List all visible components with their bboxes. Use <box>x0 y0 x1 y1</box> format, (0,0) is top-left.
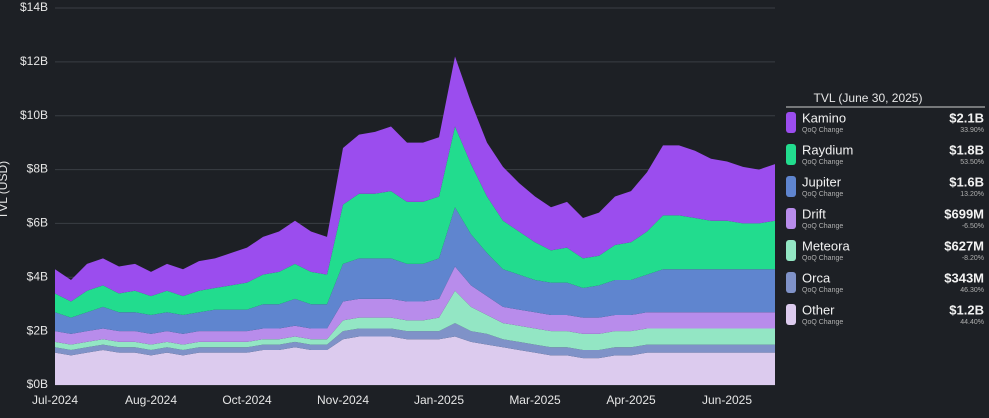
legend-name: Jupiter <box>802 174 842 189</box>
x-tick-label: Jul-2024 <box>32 393 78 407</box>
legend-caption: QoQ Change <box>802 255 843 262</box>
legend-name: Kamino <box>802 110 846 125</box>
legend-qoq: -8.20% <box>962 255 984 262</box>
legend-qoq: 13.20% <box>960 191 984 198</box>
x-tick-label: Jun-2025 <box>702 393 752 407</box>
legend-caption: QoQ Change <box>802 319 843 326</box>
area <box>55 126 775 318</box>
y-tick-label: $4B <box>27 269 48 283</box>
legend-qoq: 46.30% <box>960 287 984 294</box>
legend-total: $1.6B <box>949 174 984 189</box>
legend-swatch <box>786 176 796 197</box>
area <box>55 266 775 345</box>
x-tick-label: Apr-2025 <box>606 393 656 407</box>
legend-swatch <box>786 208 796 229</box>
y-tick-label: $14B <box>20 0 48 14</box>
legend-qoq: 33.90% <box>960 127 984 134</box>
area <box>55 323 775 359</box>
legend-total: $2.1B <box>949 110 984 125</box>
legend-swatch <box>786 144 796 165</box>
legend-caption: QoQ Change <box>802 127 843 134</box>
x-tick-label: Aug-2024 <box>125 393 177 407</box>
legend-swatch <box>786 240 796 261</box>
y-axis-label: TVL (USD) <box>0 161 10 219</box>
y-tick-label: $6B <box>27 216 48 230</box>
legend-caption: QoQ Change <box>802 287 843 294</box>
x-tick-label: Oct-2024 <box>222 393 272 407</box>
area <box>55 56 775 302</box>
legend-qoq: 44.40% <box>960 319 984 326</box>
legend-name: Drift <box>802 206 826 221</box>
legend-caption: QoQ Change <box>802 159 843 166</box>
y-tick-label: $0B <box>27 377 48 391</box>
legend-swatch <box>786 112 796 133</box>
x-tick-label: Nov-2024 <box>317 393 369 407</box>
legend-qoq: 53.50% <box>960 159 984 166</box>
legend-name: Raydium <box>802 142 853 157</box>
y-tick-label: $12B <box>20 54 48 68</box>
legend-name: Other <box>802 302 835 317</box>
legend-caption: QoQ Change <box>802 223 843 230</box>
legend-name: Orca <box>802 270 831 285</box>
legend-title: TVL (June 30, 2025) <box>814 91 923 105</box>
legend-qoq: -6.50% <box>962 223 984 230</box>
legend-total: $1.2B <box>949 302 984 317</box>
legend-total: $343M <box>944 270 984 285</box>
x-tick-label: Mar-2025 <box>509 393 561 407</box>
x-tick-label: Jan-2025 <box>414 393 464 407</box>
legend-total: $627M <box>944 238 984 253</box>
legend-name: Meteora <box>802 238 850 253</box>
legend-total: $1.8B <box>949 142 984 157</box>
area <box>55 207 775 334</box>
legend-total: $699M <box>944 206 984 221</box>
area <box>55 336 775 385</box>
y-tick-label: $8B <box>27 162 48 176</box>
legend-caption: QoQ Change <box>802 191 843 198</box>
legend-swatch <box>786 272 796 293</box>
legend-swatch <box>786 304 796 325</box>
y-tick-label: $10B <box>20 108 48 122</box>
y-tick-label: $2B <box>27 323 48 337</box>
